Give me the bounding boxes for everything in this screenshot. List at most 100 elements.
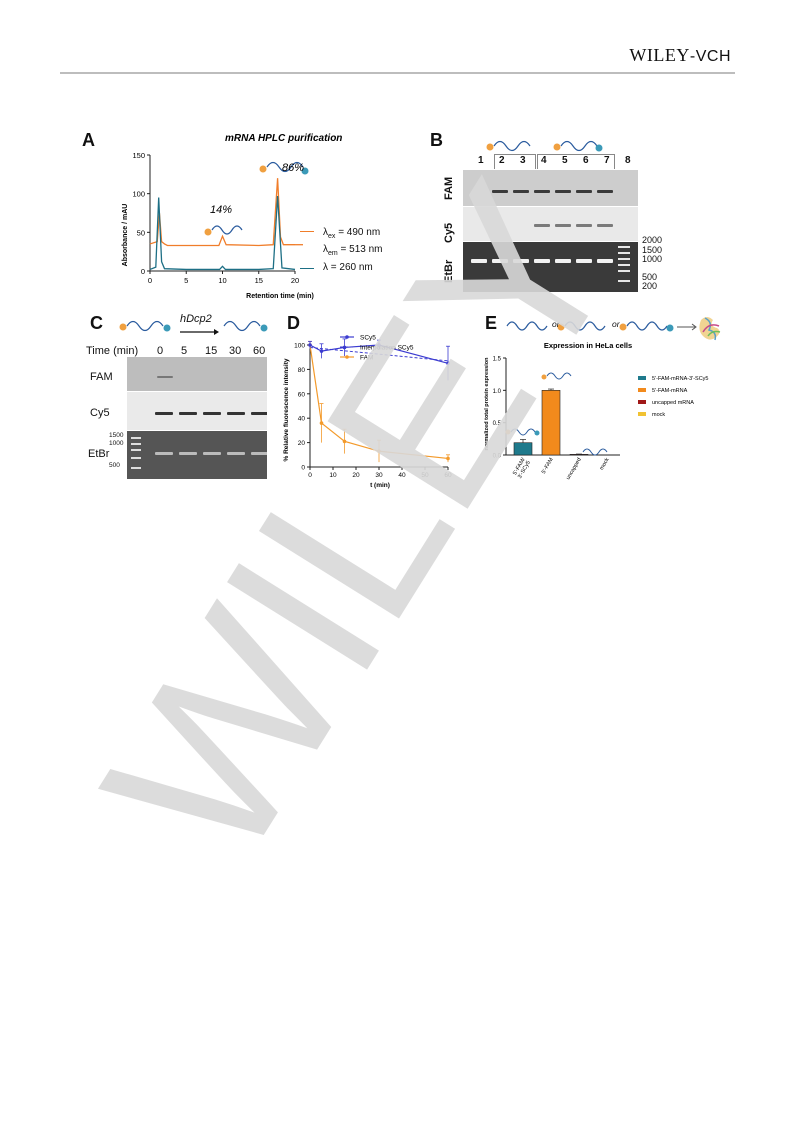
- panel-c-gel-image: [127, 357, 267, 479]
- panel-d-ytick-label: 0: [301, 465, 305, 472]
- panel-a-title: mRNA HPLC purification: [225, 133, 342, 144]
- panel-d-ytick-label: 60: [298, 391, 306, 398]
- cy5-band: [576, 224, 592, 227]
- etbr-band: [179, 452, 197, 455]
- fam-band: [534, 190, 550, 193]
- etbr-band: [534, 259, 550, 263]
- lane-number: 2: [499, 155, 505, 166]
- cy5-band: [597, 224, 613, 227]
- panel-a-ylabel: Absorbance / mAU: [122, 204, 129, 267]
- lanes-2-3-bracket: [494, 154, 536, 169]
- legend-label-0: 5'-FAM-mRNA-3'-SCy5: [652, 376, 709, 382]
- lane-number: 3: [520, 155, 526, 166]
- bar-label-2: uncapped: [565, 457, 582, 481]
- interpolation-scy5-line: [309, 346, 449, 362]
- legend-em-row: λem = 513 nm: [323, 244, 383, 257]
- or-word-2: or: [612, 319, 620, 329]
- capped-mrna-icon: [259, 161, 309, 175]
- panel-a-xtick-label: 5: [184, 276, 188, 285]
- bar-mrna-icon-2: [541, 372, 572, 380]
- lanes-4-7-bracket: [537, 154, 615, 169]
- panel-e-transfection-scheme: [506, 317, 721, 341]
- fam-band: [492, 190, 508, 193]
- absorbance-trace: [149, 195, 296, 271]
- ladder-band: [618, 252, 630, 254]
- ladder-band: [618, 246, 630, 248]
- legend-swatch-3: [638, 412, 646, 416]
- legend-interp-label: Interpolation SCy5: [360, 345, 414, 352]
- panel-e-ytick-label: 0.0: [493, 454, 502, 460]
- time-point: 30: [229, 345, 242, 357]
- panel-e-letter: E: [485, 313, 498, 333]
- panel-d-fluorescence-chart: % Relative fluorescence intensity t (min…: [283, 335, 452, 490]
- fam-band: [576, 190, 592, 193]
- peak-14-label: 14%: [210, 204, 232, 216]
- scy5-point: [308, 343, 312, 347]
- panel-b-mrna-icons: [486, 140, 603, 152]
- legend-swatch-2: [638, 400, 646, 404]
- panel-a-xtick-label: 20: [291, 276, 299, 285]
- fam-point: [342, 439, 347, 444]
- panel-d-xtick-label: 30: [375, 472, 383, 479]
- or-word-1: or: [552, 319, 560, 329]
- lane-number: 7: [604, 155, 610, 166]
- ladder-band: [618, 258, 630, 260]
- fam-point: [377, 449, 381, 453]
- ladder-band: [131, 443, 141, 445]
- panel-d-xtick-label: 40: [398, 472, 406, 479]
- bar-label-3: mock: [599, 457, 611, 472]
- lane-number: 1: [478, 155, 484, 166]
- legend-fam-marker: [345, 355, 349, 359]
- panel-a-hplc-chart: mRNA HPLC purification Absorbance / mAU …: [122, 133, 342, 300]
- ladder-band: [618, 264, 630, 266]
- ladder-band: [618, 270, 630, 272]
- cy5-band: [251, 412, 267, 415]
- panel-e-ytick-label: 1.0: [493, 389, 502, 395]
- etbr-band: [251, 452, 267, 455]
- panel-a-ytick-label: 150: [132, 151, 145, 160]
- bar-1: [541, 390, 561, 456]
- panel-d-xtick-label: 0: [308, 472, 312, 479]
- brand-main: WILEY: [629, 45, 690, 65]
- time-point: 60: [253, 345, 266, 357]
- enzyme-label: hDcp2: [180, 313, 212, 325]
- etbr-band: [513, 259, 529, 263]
- ladder-band: [131, 449, 141, 451]
- short-mrna-icon: [204, 225, 243, 236]
- ladder-band: [618, 280, 630, 282]
- time-label: Time (min): [86, 345, 139, 357]
- bar-mrna-icon-3: [582, 448, 608, 456]
- panel-d-ylabel: % Relative fluorescence intensity: [283, 358, 290, 461]
- panel-a-ytick-label: 0: [141, 267, 145, 276]
- panel-d-ytick-label: 40: [298, 416, 306, 423]
- panel-a-xtick-label: 10: [218, 276, 226, 285]
- fam-band: [555, 190, 571, 193]
- legend-absorbance: λ = 260 nm: [323, 262, 373, 273]
- panel-a-xtick-label: 0: [148, 276, 152, 285]
- etbr-band: [203, 452, 221, 455]
- legend-scy5-marker: [345, 335, 349, 339]
- panel-e-ylabel: normalized total protein expression: [484, 357, 490, 451]
- bar-2: [569, 454, 589, 456]
- panel-d-letter: D: [287, 313, 300, 333]
- panel-b-lane-numbers: 1 2 3 4 5 6 7 8: [468, 155, 638, 169]
- legend-label-1: 5'-FAM-mRNA: [652, 388, 688, 394]
- legend-label-3: mock: [652, 412, 665, 418]
- legend-fam-label: FAM: [360, 355, 373, 362]
- lane-number: 4: [541, 155, 547, 166]
- lane-number: 5: [562, 155, 568, 166]
- ladder-band: [131, 437, 141, 439]
- cy5-band: [227, 412, 245, 415]
- panel-e-ytick-label: 1.5: [493, 357, 502, 363]
- etbr-band: [597, 259, 613, 263]
- panel-b-letter: B: [430, 130, 443, 150]
- panel-d-xlabel: t (min): [370, 482, 390, 489]
- etbr-band: [576, 259, 592, 263]
- peak-86-label: 86%: [282, 162, 304, 174]
- time-point: 15: [205, 345, 218, 357]
- lane-number: 8: [625, 155, 631, 166]
- scy5-point: [377, 343, 381, 347]
- cy5-band: [155, 412, 173, 415]
- legend-fluorescence: λex = 490 nm λem = 513 nm: [323, 226, 383, 260]
- legend-swatch-1: [638, 388, 646, 392]
